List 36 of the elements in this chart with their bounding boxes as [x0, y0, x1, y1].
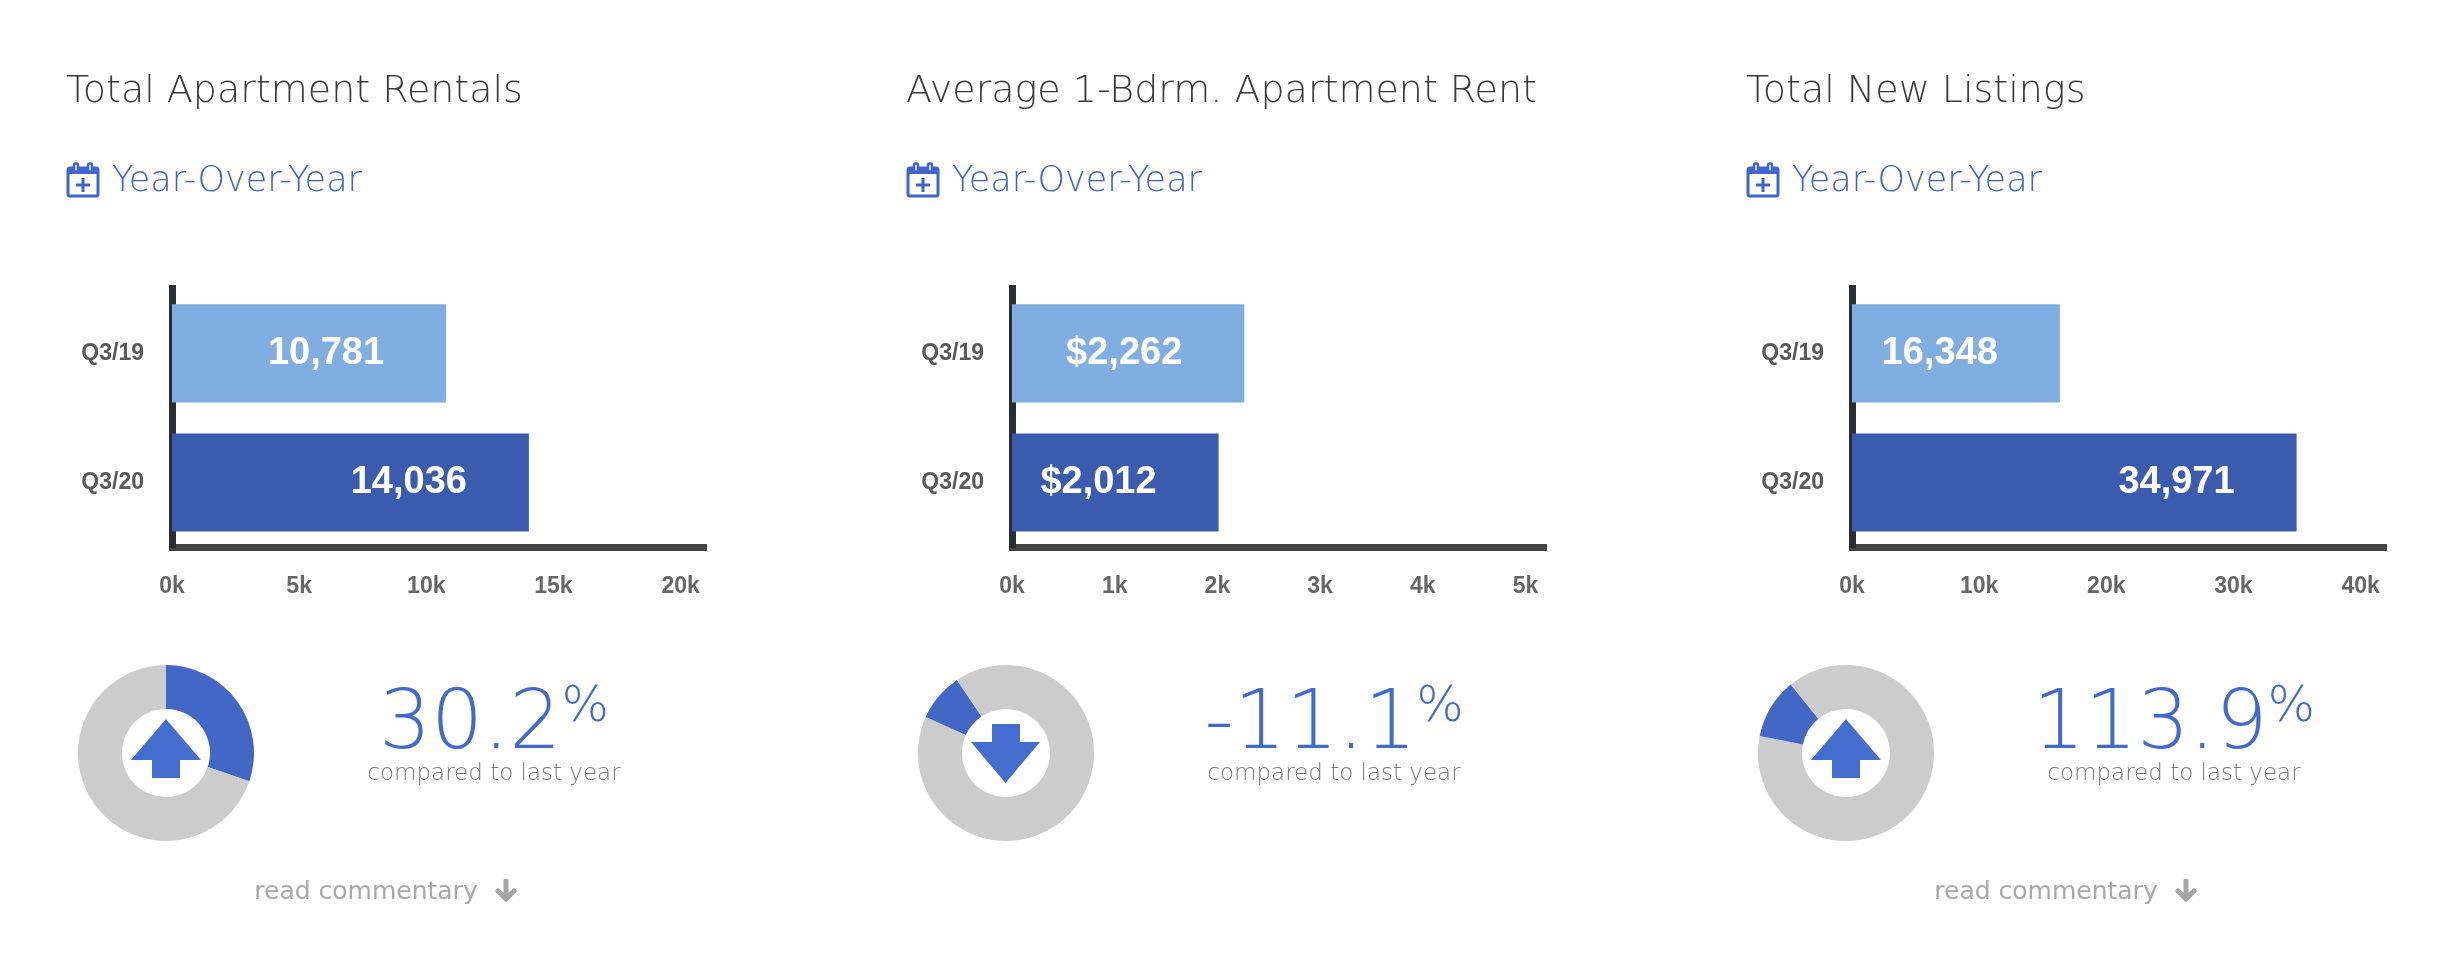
- y-tick-label: Q3/19: [921, 338, 984, 365]
- y-tick-label: Q3/20: [81, 467, 144, 494]
- data-label: 10,781: [267, 329, 385, 372]
- x-tick-label: 5k: [1512, 572, 1539, 599]
- chart-subtitle: Year-Over-Year: [112, 159, 362, 199]
- chart-title: Total Apartment Rentals: [66, 67, 523, 111]
- chart-title: Average 1-Bdrm. Apartment Rent: [906, 67, 1537, 111]
- x-tick-label: 4k: [1409, 572, 1436, 599]
- x-tick-label: 2k: [1204, 572, 1231, 599]
- data-label: 16,348: [1881, 329, 1998, 372]
- x-tick-label: 15k: [534, 572, 573, 599]
- data-label: 34,971: [2118, 458, 2235, 501]
- data-label: 14,036: [350, 458, 467, 501]
- x-tick-label: 10k: [407, 572, 446, 599]
- x-tick-label: 1k: [1101, 572, 1128, 599]
- x-tick-label: 5k: [286, 572, 313, 599]
- x-tick-label: 3k: [1307, 572, 1334, 599]
- y-tick-label: Q3/20: [1761, 467, 1824, 494]
- data-label: $2,012: [1040, 458, 1157, 501]
- x-tick-label: 20k: [661, 572, 700, 599]
- y-tick-label: Q3/20: [921, 467, 984, 494]
- x-tick-label: 0k: [159, 572, 185, 599]
- x-tick-label: 30k: [2214, 572, 2253, 599]
- y-tick-label: Q3/19: [1761, 338, 1824, 365]
- x-tick-label: 40k: [2341, 572, 2380, 599]
- chart-subtitle: Year-Over-Year: [1792, 159, 2042, 199]
- y-tick-label: Q3/19: [81, 338, 144, 365]
- x-tick-label: 0k: [999, 572, 1025, 599]
- x-tick-label: 10k: [1959, 572, 1999, 599]
- chart-subtitle: Year-Over-Year: [952, 159, 1202, 199]
- x-tick-label: 20k: [2087, 572, 2126, 599]
- x-tick-label: 0k: [1839, 572, 1865, 599]
- data-label: $2,262: [1066, 329, 1183, 372]
- chart-title: Total New Listings: [1746, 67, 2086, 111]
- text: read commentary: [254, 876, 478, 905]
- text: read commentary: [1934, 876, 2158, 905]
